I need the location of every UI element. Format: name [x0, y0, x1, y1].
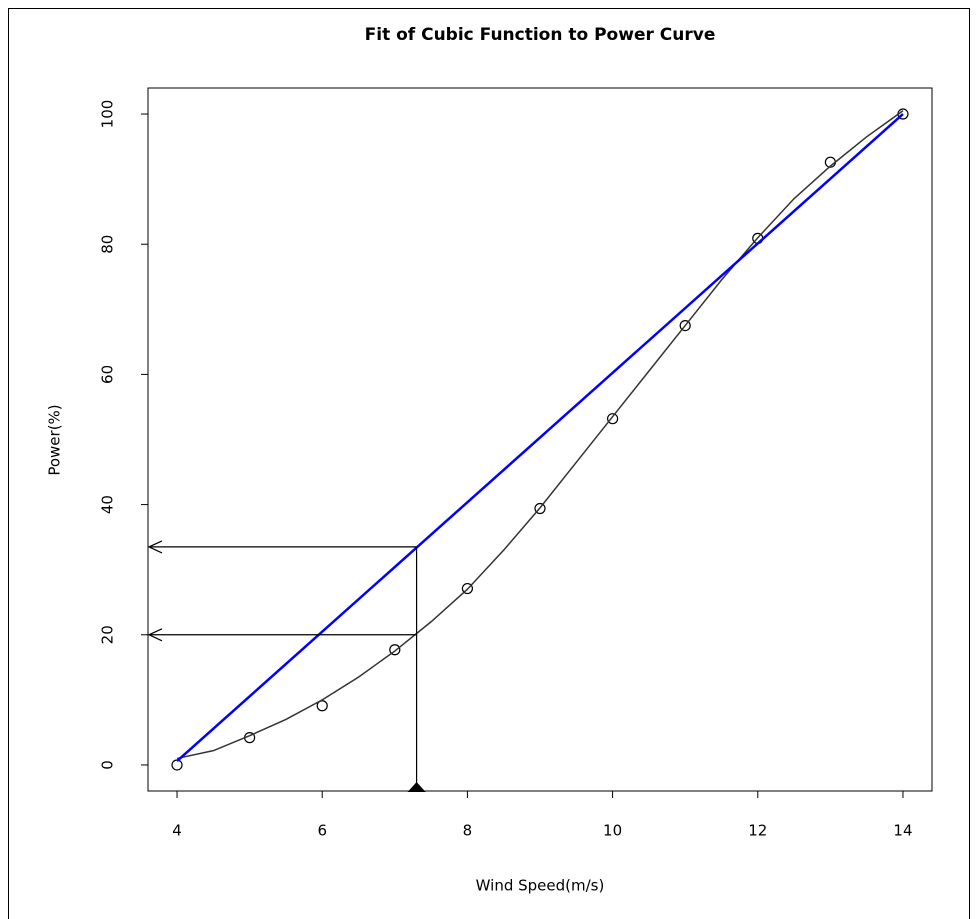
line — [176, 110, 904, 760]
y-tick-label: 40 — [99, 495, 117, 514]
point — [389, 644, 401, 656]
x-tick-label: 12 — [748, 822, 767, 840]
y-tick-label: 100 — [99, 100, 117, 129]
x-axis-title: Wind Speed(m/s) — [476, 877, 605, 895]
x-tick-label: 4 — [172, 822, 182, 840]
reference-marker — [407, 782, 426, 792]
x-tick-label: 8 — [463, 822, 473, 840]
x-tick-label: 10 — [603, 822, 622, 840]
y-tick-label: 20 — [99, 625, 117, 644]
plot-box — [147, 87, 933, 792]
arrow-head — [147, 628, 163, 642]
chart-title: Fit of Cubic Function to Power Curve — [365, 25, 716, 45]
x-tick-label: 6 — [317, 822, 327, 840]
arrow-head — [147, 540, 163, 554]
y-axis-title: Power(%) — [46, 404, 64, 475]
point — [461, 582, 474, 595]
frame — [8, 8, 970, 919]
y-tick-label: 80 — [99, 235, 117, 254]
y-tick-label: 0 — [99, 760, 117, 770]
point — [606, 413, 619, 425]
x-tick-label: 14 — [893, 822, 912, 840]
point — [534, 502, 546, 515]
point — [316, 700, 328, 712]
line — [176, 113, 904, 762]
y-tick-label: 60 — [99, 365, 117, 384]
point — [679, 319, 691, 332]
